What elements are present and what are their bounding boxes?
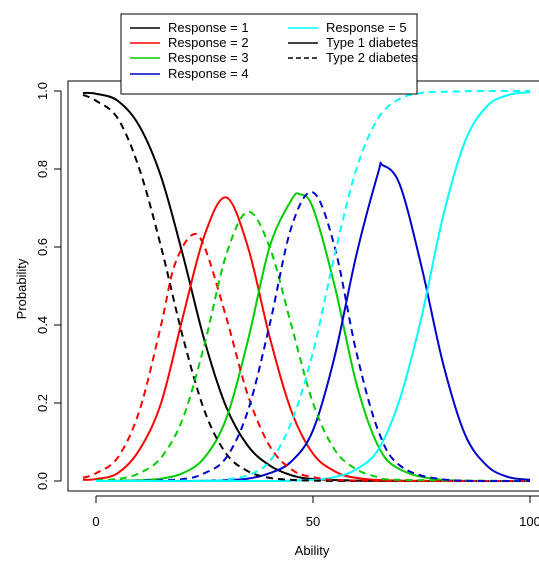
y-tick-label: 0.2 (35, 394, 50, 412)
x-tick-label: 0 (92, 514, 99, 529)
series-line-response-1-type1 (82, 91, 530, 483)
series-line-response-2-type2 (82, 232, 531, 483)
y-tick-label: 0.6 (35, 238, 50, 256)
x-axis-label: Ability (295, 543, 330, 558)
series-line-response-2-type1 (82, 196, 531, 482)
plot-area (82, 89, 531, 483)
legend-label: Response = 3 (168, 50, 249, 65)
series-line-response-4-type1 (95, 161, 531, 483)
series-line-response-3-type1 (95, 192, 531, 483)
y-tick-label: 0.8 (35, 160, 50, 178)
y-tick-label: 0.0 (35, 472, 50, 490)
legend-label: Response = 1 (168, 20, 249, 35)
plot-frame (67, 80, 539, 492)
series-line-response-1-type2 (82, 93, 531, 483)
y-tick-label: 0.4 (35, 316, 50, 334)
legend-label: Type 2 diabetes (326, 50, 418, 65)
legend-label: Response = 2 (168, 35, 249, 50)
series-line-response-3-type2 (95, 210, 531, 482)
axes: 0 50 100 0.0 0.2 0.4 0.6 0.8 1.0 (35, 80, 539, 529)
series-line-response-4-type2 (95, 191, 531, 483)
x-tick-label: 100 (519, 514, 539, 529)
legend-label: Response = 4 (168, 66, 249, 81)
series-line-response-5-type2 (95, 89, 531, 482)
y-axis-label: Probability (14, 258, 29, 319)
y-tick-label: 1.0 (35, 82, 50, 100)
series-line-response-5-type1 (95, 91, 531, 483)
legend-label: Type 1 diabetes (326, 35, 418, 50)
legend-label: Response = 5 (326, 20, 407, 35)
legend-box (120, 13, 418, 95)
x-tick-label: 50 (306, 514, 320, 529)
